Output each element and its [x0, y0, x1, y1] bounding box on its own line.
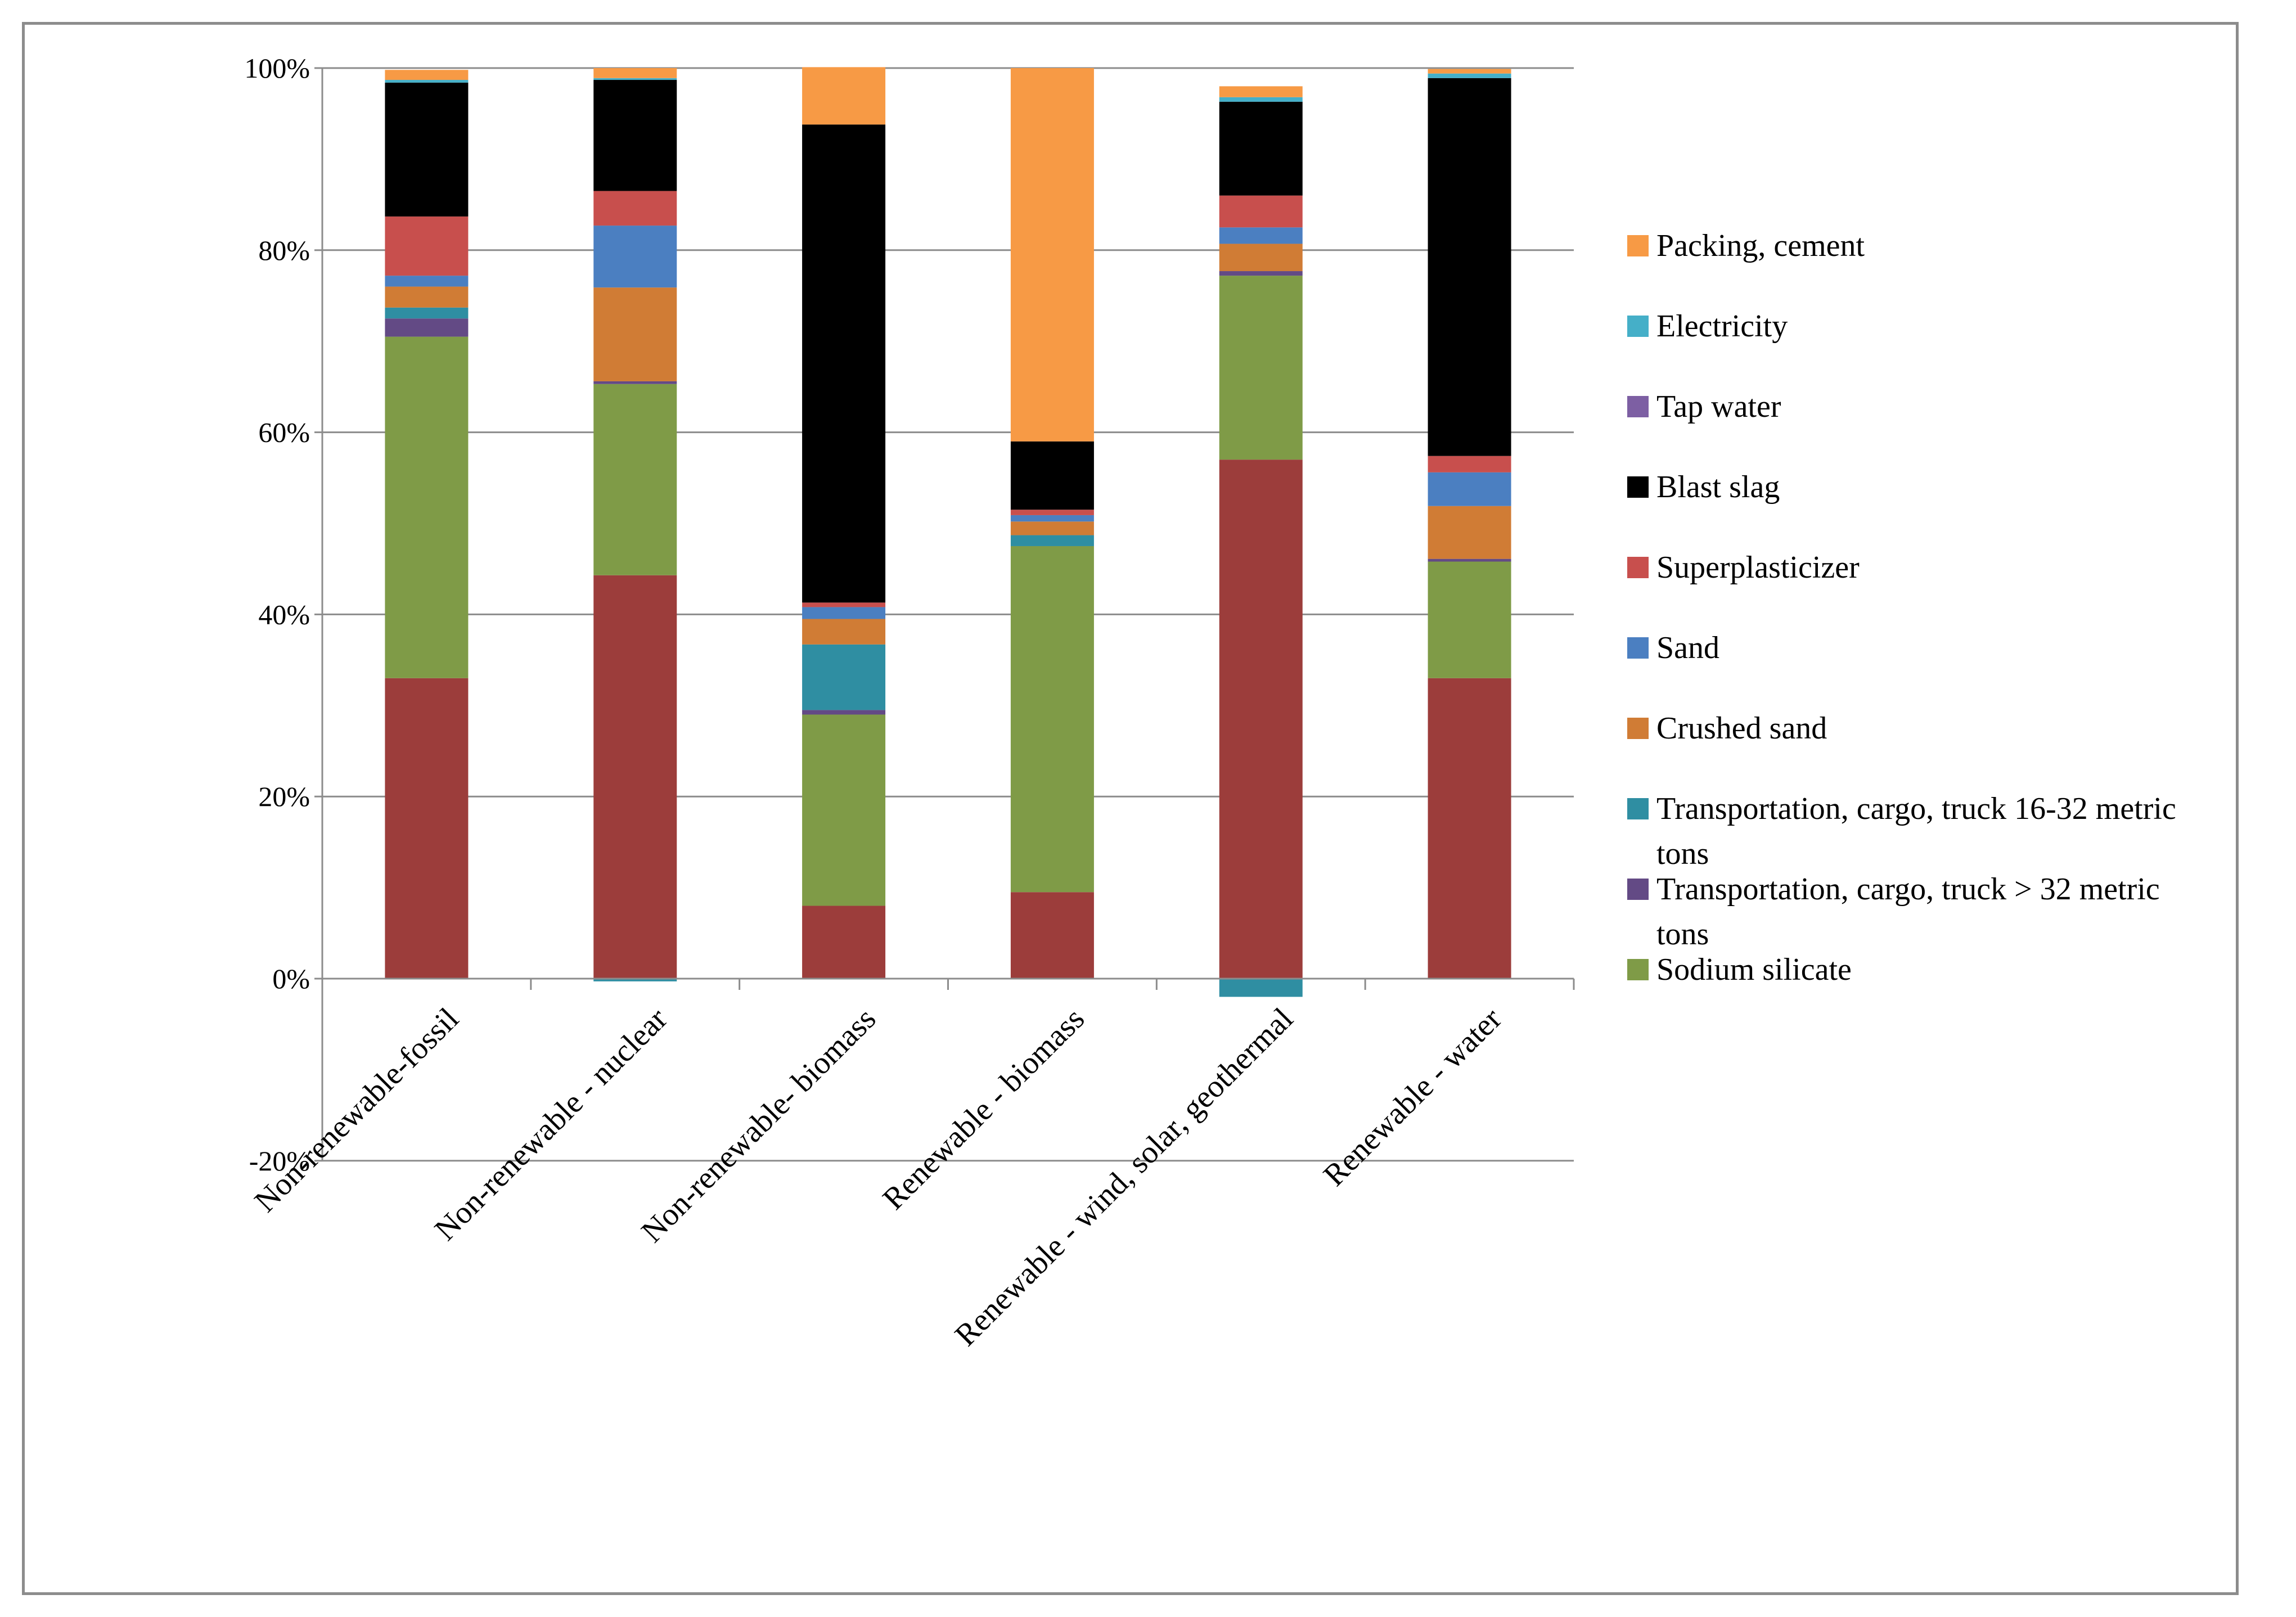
bar-segment	[1219, 227, 1303, 244]
legend-label: Transportation, cargo, truck > 32 metric	[1656, 872, 2160, 907]
bar-segment	[1219, 195, 1303, 228]
bar-segment	[385, 678, 469, 979]
bar-segment	[1010, 535, 1094, 546]
bar-segment	[802, 619, 886, 645]
bar-segment	[1010, 510, 1094, 515]
bar-segment	[1428, 472, 1511, 506]
bar-segment	[802, 67, 886, 125]
bar-segment	[1010, 546, 1094, 893]
bar-segment	[385, 70, 469, 80]
bar-segment	[593, 384, 677, 575]
bar-segment	[1428, 69, 1511, 74]
bar-segment	[1428, 558, 1511, 562]
bar-segment	[802, 607, 886, 619]
category-label: Non-renewable- biomass	[634, 1001, 883, 1249]
legend-label: Crushed sand	[1656, 711, 1827, 746]
category-label: Non-renewable - nuclear	[428, 1001, 674, 1247]
bar-segment	[593, 381, 677, 384]
legend-label: Blast slag	[1656, 470, 1780, 505]
bar-segment	[593, 287, 677, 381]
bar-segment	[1219, 460, 1303, 979]
y-tick-label: 40%	[258, 598, 310, 630]
bar-segment	[1219, 97, 1303, 102]
category-label: Renewable - biomass	[876, 1001, 1092, 1217]
legend-swatch	[1627, 235, 1649, 256]
bar-segment	[1010, 521, 1094, 535]
bar-segment	[385, 307, 469, 319]
bar-segment	[802, 644, 886, 710]
bar-segment	[802, 124, 886, 603]
bar-segment	[1428, 78, 1511, 456]
bar-segment	[1428, 678, 1511, 979]
legend-swatch	[1627, 637, 1649, 659]
legend: Packing, cement Electricity Tap water Blast…	[1627, 228, 2176, 987]
y-tick-label: 60%	[258, 417, 310, 448]
bar-segment	[1010, 441, 1094, 510]
axes	[314, 67, 1575, 1162]
bar-segment	[802, 602, 886, 607]
y-tick-label: 100%	[244, 52, 310, 84]
bar-segment	[1219, 244, 1303, 272]
y-tick-label: -20%	[249, 1145, 310, 1177]
legend-swatch	[1627, 476, 1649, 498]
bar-segment	[1428, 456, 1511, 472]
bar-segment	[385, 80, 469, 83]
legend-swatch	[1627, 396, 1649, 417]
y-tick-label: 0%	[272, 963, 310, 994]
bar-segment	[1428, 561, 1511, 678]
category-label: Renewable - wind, solar, geothermal	[948, 1001, 1300, 1353]
legend-swatch	[1627, 879, 1649, 900]
bar-segment	[802, 906, 886, 979]
bar-segment	[593, 226, 677, 288]
gridlines	[322, 67, 1574, 1162]
legend-swatch	[1627, 557, 1649, 578]
legend-label: Sodium silicate	[1656, 952, 1852, 987]
y-tick-label: 20%	[258, 781, 310, 812]
bar-segment	[1010, 515, 1094, 522]
bar-segment	[1010, 892, 1094, 979]
bar-segment	[1219, 86, 1303, 97]
bar-segment	[385, 318, 469, 337]
bar-segment	[385, 286, 469, 308]
bar-segment	[593, 80, 677, 191]
legend-label: Electricity	[1656, 309, 1788, 344]
legend-label: Packing, cement	[1656, 228, 1865, 263]
legend-swatch	[1627, 316, 1649, 337]
bar-segment	[593, 191, 677, 226]
y-tick-label: 80%	[258, 235, 310, 266]
bar-segment	[385, 276, 469, 287]
bar-segment	[1219, 101, 1303, 196]
legend-label: Sand	[1656, 630, 1719, 665]
bar-segment	[593, 575, 677, 979]
bar-segment	[1428, 506, 1511, 559]
legend-label: tons	[1656, 917, 1709, 952]
bar-segment	[802, 710, 886, 715]
legend-label: tons	[1656, 836, 1709, 871]
bar-segment	[1219, 271, 1303, 276]
bar-segment	[593, 78, 677, 80]
bars	[385, 67, 1511, 997]
y-tick-labels: -20% 0% 20% 40% 60% 80% 100%	[244, 52, 310, 1177]
bar-segment	[802, 714, 886, 906]
bar-segment	[1219, 979, 1303, 997]
bar-segment	[385, 336, 469, 678]
legend-swatch	[1627, 718, 1649, 739]
legend-label: Transportation, cargo, truck 16-32 metri…	[1656, 791, 2176, 826]
bar-segment	[1219, 276, 1303, 460]
category-label: Non-renewable-fossil	[248, 1001, 466, 1219]
bar-segment	[1010, 68, 1094, 442]
bar-segment	[385, 216, 469, 276]
legend-label: Superplasticizer	[1656, 550, 1860, 585]
bar-segment	[593, 68, 677, 78]
legend-swatch	[1627, 959, 1649, 980]
legend-swatch	[1627, 798, 1649, 819]
bar-segment	[385, 82, 469, 217]
bar-segment	[1428, 73, 1511, 78]
legend-label: Tap water	[1656, 389, 1781, 424]
category-label: Renewable - water	[1317, 1001, 1509, 1193]
bar-segment	[593, 979, 677, 981]
